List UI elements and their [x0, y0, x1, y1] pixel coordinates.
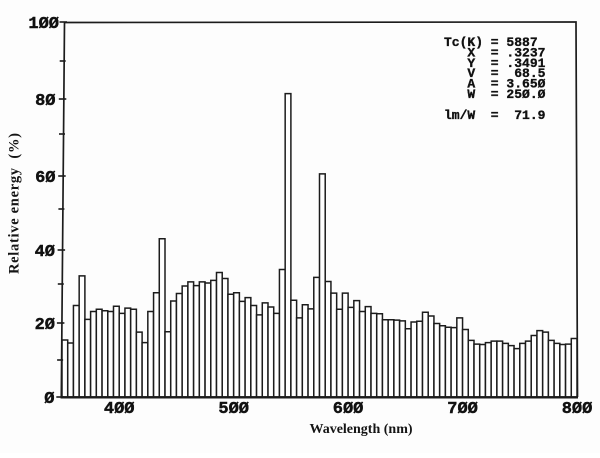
svg-text:lm/W = 71.9: lm/W = 71.9 — [444, 108, 546, 123]
svg-text:8Ø: 8Ø — [35, 92, 55, 111]
svg-text:6ØØ: 6ØØ — [333, 400, 364, 419]
svg-text:Ø: Ø — [44, 390, 54, 409]
svg-text:X = .3237: X = .3237 — [444, 45, 545, 60]
svg-text:Wavelength (nm): Wavelength (nm) — [309, 422, 412, 437]
svg-text:1ØØ: 1ØØ — [28, 15, 59, 34]
svg-text:Tc(K) = 5887: Tc(K) = 5887 — [444, 35, 538, 50]
svg-text:5ØØ: 5ØØ — [218, 400, 249, 419]
svg-text:8ØØ: 8ØØ — [562, 400, 593, 419]
svg-text:6Ø: 6Ø — [35, 169, 55, 188]
svg-text:2Ø: 2Ø — [35, 316, 55, 335]
svg-text:7ØØ: 7ØØ — [447, 400, 478, 419]
svg-text:A = 3.65Ø: A = 3.65Ø — [444, 77, 546, 92]
svg-text:Y = .3491: Y = .3491 — [444, 56, 546, 71]
svg-text:Relative energy (%): Relative energy (%) — [7, 133, 23, 274]
svg-text:4ØØ: 4ØØ — [104, 400, 135, 419]
svg-text:W = 25Ø.Ø: W = 25Ø.Ø — [444, 87, 546, 102]
svg-text:V = 68.5: V = 68.5 — [444, 66, 546, 81]
svg-text:4Ø: 4Ø — [35, 243, 55, 262]
